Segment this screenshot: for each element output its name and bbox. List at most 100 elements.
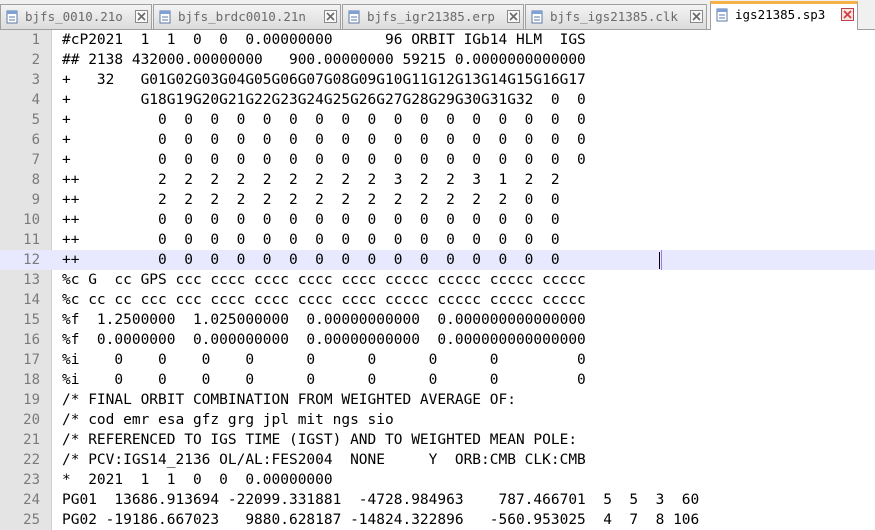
line-text: + 32 G01G02G03G04G05G06G07G08G09G10G11G1…: [62, 72, 586, 88]
edge-marker: [661, 250, 662, 270]
line-text: %i 0 0 0 0 0 0 0 0 0: [62, 352, 586, 368]
close-icon[interactable]: [507, 10, 520, 23]
file-icon: [158, 10, 172, 24]
line-number: 22: [23, 452, 40, 468]
editor-line[interactable]: 15 %f 1.2500000 1.025000000 0.0000000000…: [0, 310, 875, 330]
line-number: 6: [31, 132, 40, 148]
tab-label: bjfs_0010.21o: [25, 9, 123, 24]
editor-line[interactable]: 17 %i 0 0 0 0 0 0 0 0 0: [0, 350, 875, 370]
current-line[interactable]: 12 ++ 0 0 0 0 0 0 0 0 0 0 0 0 0 0 0 0: [0, 250, 875, 270]
line-text: + 0 0 0 0 0 0 0 0 0 0 0 0 0 0 0 0 0: [62, 152, 586, 168]
line-number: 14: [23, 292, 40, 308]
editor-line[interactable]: 2 ## 2138 432000.00000000 900.00000000 5…: [0, 50, 875, 70]
line-text: ## 2138 432000.00000000 900.00000000 592…: [62, 52, 586, 68]
line-number: 5: [31, 112, 40, 128]
line-number-gutter: [0, 30, 52, 530]
line-number: 21: [23, 432, 40, 448]
editor-line[interactable]: 7 + 0 0 0 0 0 0 0 0 0 0 0 0 0 0 0 0 0: [0, 150, 875, 170]
tab-igs21385-sp3[interactable]: igs21385.sp3: [710, 1, 858, 30]
file-icon: [347, 10, 361, 24]
line-text: ++ 2 2 2 2 2 2 2 2 2 2 2 2 2 2 0 0: [62, 192, 560, 208]
editor-line[interactable]: 4 + G18G19G20G21G22G23G24G25G26G27G28G29…: [0, 90, 875, 110]
line-number: 10: [23, 212, 40, 228]
close-icon[interactable]: [135, 10, 148, 23]
line-number: 2: [31, 52, 40, 68]
editor-line[interactable]: 22 /* PCV:IGS14_2136 OL/AL:FES2004 NONE …: [0, 450, 875, 470]
line-number: 13: [23, 272, 40, 288]
file-icon: [5, 10, 19, 24]
editor-line[interactable]: 25 PG02 -19186.667023 9880.628187 -14824…: [0, 510, 875, 530]
tab-label: bjfs_igs21385.clk: [550, 9, 678, 24]
line-number: 1: [31, 32, 40, 48]
line-number: 18: [23, 372, 40, 388]
editor-line[interactable]: 8 ++ 2 2 2 2 2 2 2 2 2 3 2 2 3 1 2 2: [0, 170, 875, 190]
editor-line[interactable]: 13 %c G cc GPS ccc cccc cccc cccc cccc c…: [0, 270, 875, 290]
editor-line[interactable]: 10 ++ 0 0 0 0 0 0 0 0 0 0 0 0 0 0 0 0: [0, 210, 875, 230]
text-caret: [659, 252, 660, 269]
line-text: %i 0 0 0 0 0 0 0 0 0: [62, 372, 586, 388]
line-number: 15: [23, 312, 40, 328]
line-number: 25: [23, 512, 40, 528]
editor-line[interactable]: 9 ++ 2 2 2 2 2 2 2 2 2 2 2 2 2 2 0 0: [0, 190, 875, 210]
line-number: 17: [23, 352, 40, 368]
close-icon[interactable]: [324, 10, 337, 23]
line-text: ++ 0 0 0 0 0 0 0 0 0 0 0 0 0 0 0 0: [62, 252, 560, 268]
line-text: ++ 2 2 2 2 2 2 2 2 2 3 2 2 3 1 2 2: [62, 172, 560, 188]
editor-line[interactable]: 14 %c cc cc ccc ccc cccc cccc cccc cccc …: [0, 290, 875, 310]
tab-label: igs21385.sp3: [735, 7, 826, 22]
line-text: #cP2021 1 1 0 0 0.00000000 96 ORBIT IGb1…: [62, 32, 586, 48]
editor-line[interactable]: 3 + 32 G01G02G03G04G05G06G07G08G09G10G11…: [0, 70, 875, 90]
text-editor[interactable]: 1 #cP2021 1 1 0 0 0.00000000 96 ORBIT IG…: [0, 30, 875, 530]
editor-line[interactable]: 23 * 2021 1 1 0 0 0.00000000: [0, 470, 875, 490]
editor-line[interactable]: 19 /* FINAL ORBIT COMBINATION FROM WEIGH…: [0, 390, 875, 410]
editor-line[interactable]: 24 PG01 13686.913694 -22099.331881 -4728…: [0, 490, 875, 510]
line-number: 7: [31, 152, 40, 168]
editor-line[interactable]: 20 /* cod emr esa gfz grg jpl mit ngs si…: [0, 410, 875, 430]
line-text: + 0 0 0 0 0 0 0 0 0 0 0 0 0 0 0 0 0: [62, 112, 586, 128]
line-text: %c cc cc ccc ccc cccc cccc cccc cccc ccc…: [62, 292, 586, 308]
file-icon: [530, 10, 544, 24]
editor-line[interactable]: 5 + 0 0 0 0 0 0 0 0 0 0 0 0 0 0 0 0 0: [0, 110, 875, 130]
line-text: PG02 -19186.667023 9880.628187 -14824.32…: [62, 512, 700, 528]
line-number: 24: [23, 492, 40, 508]
editor-line[interactable]: 16 %f 0.0000000 0.000000000 0.0000000000…: [0, 330, 875, 350]
line-text: + 0 0 0 0 0 0 0 0 0 0 0 0 0 0 0 0 0: [62, 132, 586, 148]
line-text: + G18G19G20G21G22G23G24G25G26G27G28G29G3…: [62, 92, 586, 108]
file-icon: [715, 8, 729, 22]
editor-line[interactable]: 21 /* REFERENCED TO IGS TIME (IGST) AND …: [0, 430, 875, 450]
line-text: PG01 13686.913694 -22099.331881 -4728.98…: [62, 492, 700, 508]
close-icon[interactable]: [690, 10, 703, 23]
line-text: /* REFERENCED TO IGS TIME (IGST) AND TO …: [62, 432, 578, 448]
line-text: /* PCV:IGS14_2136 OL/AL:FES2004 NONE Y O…: [62, 452, 586, 468]
line-number: 9: [31, 192, 40, 208]
line-number: 4: [31, 92, 40, 108]
tab-bjfs-igr21385-erp[interactable]: bjfs_igr21385.erp: [342, 4, 524, 29]
line-text: /* FINAL ORBIT COMBINATION FROM WEIGHTED…: [62, 392, 516, 408]
line-text: ++ 0 0 0 0 0 0 0 0 0 0 0 0 0 0 0 0: [62, 212, 560, 228]
editor-line[interactable]: 11 ++ 0 0 0 0 0 0 0 0 0 0 0 0 0 0 0 0: [0, 230, 875, 250]
tab-bjfs-brdc0010-21n[interactable]: bjfs_brdc0010.21n: [153, 4, 341, 29]
line-number: 12: [23, 252, 40, 268]
line-number: 3: [31, 72, 40, 88]
line-text: %c G cc GPS ccc cccc cccc cccc cccc cccc…: [62, 272, 586, 288]
line-text: /* cod emr esa gfz grg jpl mit ngs sio: [62, 412, 394, 428]
editor-line[interactable]: 1 #cP2021 1 1 0 0 0.00000000 96 ORBIT IG…: [0, 30, 875, 50]
close-icon[interactable]: [841, 8, 854, 21]
line-text: * 2021 1 1 0 0 0.00000000: [62, 472, 333, 488]
tab-bar: bjfs_0010.21o bjfs_brdc0010.21n: [0, 0, 875, 30]
tab-label: bjfs_igr21385.erp: [367, 9, 495, 24]
line-text: %f 0.0000000 0.000000000 0.00000000000 0…: [62, 332, 586, 348]
line-number: 19: [23, 392, 40, 408]
line-text: %f 1.2500000 1.025000000 0.00000000000 0…: [62, 312, 586, 328]
tab-bjfs-0010-21o[interactable]: bjfs_0010.21o: [0, 4, 152, 29]
editor-line[interactable]: 18 %i 0 0 0 0 0 0 0 0 0: [0, 370, 875, 390]
line-text: ++ 0 0 0 0 0 0 0 0 0 0 0 0 0 0 0 0: [62, 232, 560, 248]
line-number: 11: [23, 232, 40, 248]
line-number: 23: [23, 472, 40, 488]
line-number: 20: [23, 412, 40, 428]
tab-label: bjfs_brdc0010.21n: [178, 9, 306, 24]
line-number: 8: [31, 172, 40, 188]
line-number: 16: [23, 332, 40, 348]
tab-bjfs-igs21385-clk[interactable]: bjfs_igs21385.clk: [525, 4, 707, 29]
editor-line[interactable]: 6 + 0 0 0 0 0 0 0 0 0 0 0 0 0 0 0 0 0: [0, 130, 875, 150]
